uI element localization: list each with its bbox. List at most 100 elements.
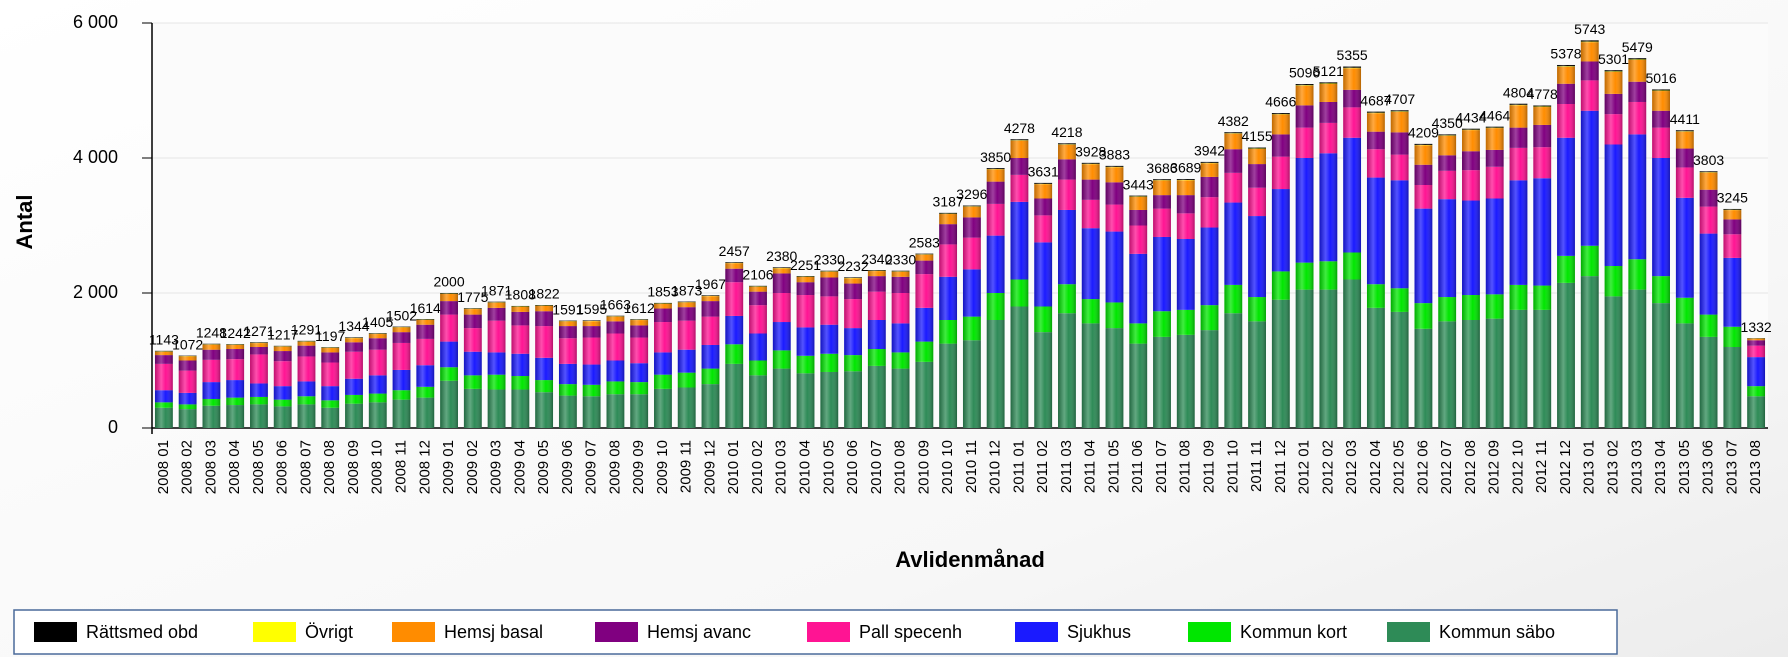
total-label: 4804 bbox=[1503, 84, 1534, 100]
bar-shading bbox=[986, 168, 1005, 428]
x-tick-label: 2009 12 bbox=[701, 440, 718, 494]
x-tick-label: 2009 10 bbox=[654, 440, 671, 494]
bar-shading bbox=[1699, 171, 1718, 429]
bar-shading bbox=[440, 293, 458, 428]
x-tick-label: 2011 11 bbox=[1248, 440, 1265, 492]
x-tick-label: 2012 07 bbox=[1438, 440, 1455, 494]
bar-shading bbox=[725, 262, 744, 428]
x-tick-label: 2012 01 bbox=[1296, 440, 1313, 494]
y-axis-title: Antal bbox=[12, 195, 37, 250]
x-tick-label: 2011 06 bbox=[1129, 440, 1146, 493]
y-tick-label: 6 000 bbox=[73, 12, 118, 32]
bar-shading bbox=[1153, 179, 1171, 428]
total-label: 1197 bbox=[315, 328, 345, 344]
total-label: 4411 bbox=[1670, 111, 1700, 127]
total-label: 2457 bbox=[719, 243, 750, 259]
bar-shading bbox=[1271, 113, 1290, 429]
bar-shading bbox=[202, 343, 221, 428]
total-label: 2330 bbox=[885, 251, 916, 267]
x-tick-label: 2008 12 bbox=[416, 440, 433, 494]
bar-shading bbox=[345, 337, 363, 428]
x-tick-label: 2008 05 bbox=[250, 440, 267, 494]
x-tick-label: 2009 02 bbox=[464, 440, 481, 494]
bar-shading bbox=[178, 355, 197, 428]
total-label: 1344 bbox=[338, 318, 369, 334]
total-label: 4434 bbox=[1455, 109, 1486, 125]
bar-shading bbox=[392, 326, 411, 428]
total-label: 1871 bbox=[481, 282, 512, 298]
total-label: 2251 bbox=[790, 257, 821, 273]
total-label: 5743 bbox=[1574, 21, 1605, 37]
x-tick-label: 2008 02 bbox=[179, 440, 196, 494]
x-tick-label: 2013 03 bbox=[1628, 440, 1645, 494]
x-tick-label: 2012 04 bbox=[1367, 440, 1384, 494]
bar-shading bbox=[1675, 130, 1694, 428]
total-label: 1873 bbox=[671, 282, 702, 298]
x-tick-label: 2008 06 bbox=[274, 440, 291, 494]
x-tick-label: 2013 07 bbox=[1723, 440, 1740, 494]
x-tick-label: 2008 07 bbox=[297, 440, 314, 494]
bar-shading bbox=[1224, 132, 1243, 428]
bar-shading bbox=[1295, 84, 1314, 429]
x-tick-label: 2008 04 bbox=[226, 440, 243, 494]
bar-shading bbox=[749, 285, 767, 428]
bar-shading bbox=[1058, 143, 1076, 428]
x-tick-label: 2008 10 bbox=[369, 440, 386, 494]
x-tick-label: 2011 04 bbox=[1082, 440, 1099, 493]
bar-shading bbox=[250, 342, 268, 428]
total-label: 1591 bbox=[552, 301, 583, 317]
x-tick-label: 2008 01 bbox=[155, 440, 172, 494]
bar-shading bbox=[701, 295, 720, 428]
total-label: 2000 bbox=[433, 274, 464, 290]
x-tick-label: 2008 03 bbox=[202, 440, 219, 494]
total-label: 1248 bbox=[196, 324, 227, 340]
x-tick-label: 2013 05 bbox=[1676, 440, 1693, 494]
legend-swatch bbox=[1387, 622, 1430, 642]
x-tick-label: 2008 09 bbox=[345, 440, 362, 494]
total-label: 1808 bbox=[505, 287, 536, 303]
legend-label: Kommun säbo bbox=[1439, 622, 1555, 642]
bar-shading bbox=[1010, 139, 1029, 429]
bar-shading bbox=[1533, 105, 1552, 429]
x-tick-label: 2013 04 bbox=[1652, 440, 1669, 494]
total-label: 4350 bbox=[1432, 115, 1463, 131]
x-tick-label: 2009 05 bbox=[535, 440, 552, 494]
total-label: 4218 bbox=[1051, 124, 1082, 140]
legend-swatch bbox=[1188, 622, 1231, 642]
total-label: 4155 bbox=[1241, 128, 1272, 144]
x-tick-label: 2009 03 bbox=[488, 440, 505, 494]
x-tick-label: 2010 08 bbox=[892, 440, 909, 494]
total-label: 3689 bbox=[1170, 160, 1201, 176]
bar-shading bbox=[1723, 208, 1742, 428]
x-tick-label: 2011 07 bbox=[1153, 440, 1170, 493]
total-label: 4778 bbox=[1527, 86, 1558, 102]
bar-shading bbox=[226, 344, 245, 428]
bar-shading bbox=[1319, 82, 1338, 429]
bar-shading bbox=[1580, 40, 1599, 428]
total-label: 1595 bbox=[576, 301, 607, 317]
x-tick-label: 2012 03 bbox=[1343, 440, 1360, 494]
bar-shading bbox=[654, 302, 672, 428]
bar-shading bbox=[1200, 161, 1219, 429]
total-label: 5378 bbox=[1550, 46, 1581, 62]
total-label: 1822 bbox=[529, 286, 560, 302]
legend-label: Hemsj basal bbox=[444, 622, 543, 642]
x-tick-label: 2012 11 bbox=[1533, 440, 1550, 493]
bar-shading bbox=[1390, 110, 1409, 428]
bar-shading bbox=[1747, 338, 1766, 428]
total-label: 4687 bbox=[1360, 92, 1391, 108]
bar-shading bbox=[1105, 165, 1124, 428]
x-tick-label: 2012 12 bbox=[1557, 440, 1574, 494]
x-tick-label: 2010 02 bbox=[749, 440, 766, 494]
total-label: 1502 bbox=[386, 307, 417, 323]
legend-label: Kommun kort bbox=[1240, 622, 1347, 642]
legend-label: Hemsj avanc bbox=[647, 622, 751, 642]
y-tick-label: 0 bbox=[108, 417, 118, 437]
bar-shading bbox=[1604, 70, 1623, 429]
bar-shading bbox=[844, 277, 862, 428]
total-label: 2583 bbox=[909, 234, 940, 250]
x-tick-label: 2010 09 bbox=[915, 440, 932, 494]
total-label: 4707 bbox=[1384, 91, 1415, 107]
total-label: 1967 bbox=[695, 276, 726, 292]
legend-label: Sjukhus bbox=[1067, 622, 1131, 642]
